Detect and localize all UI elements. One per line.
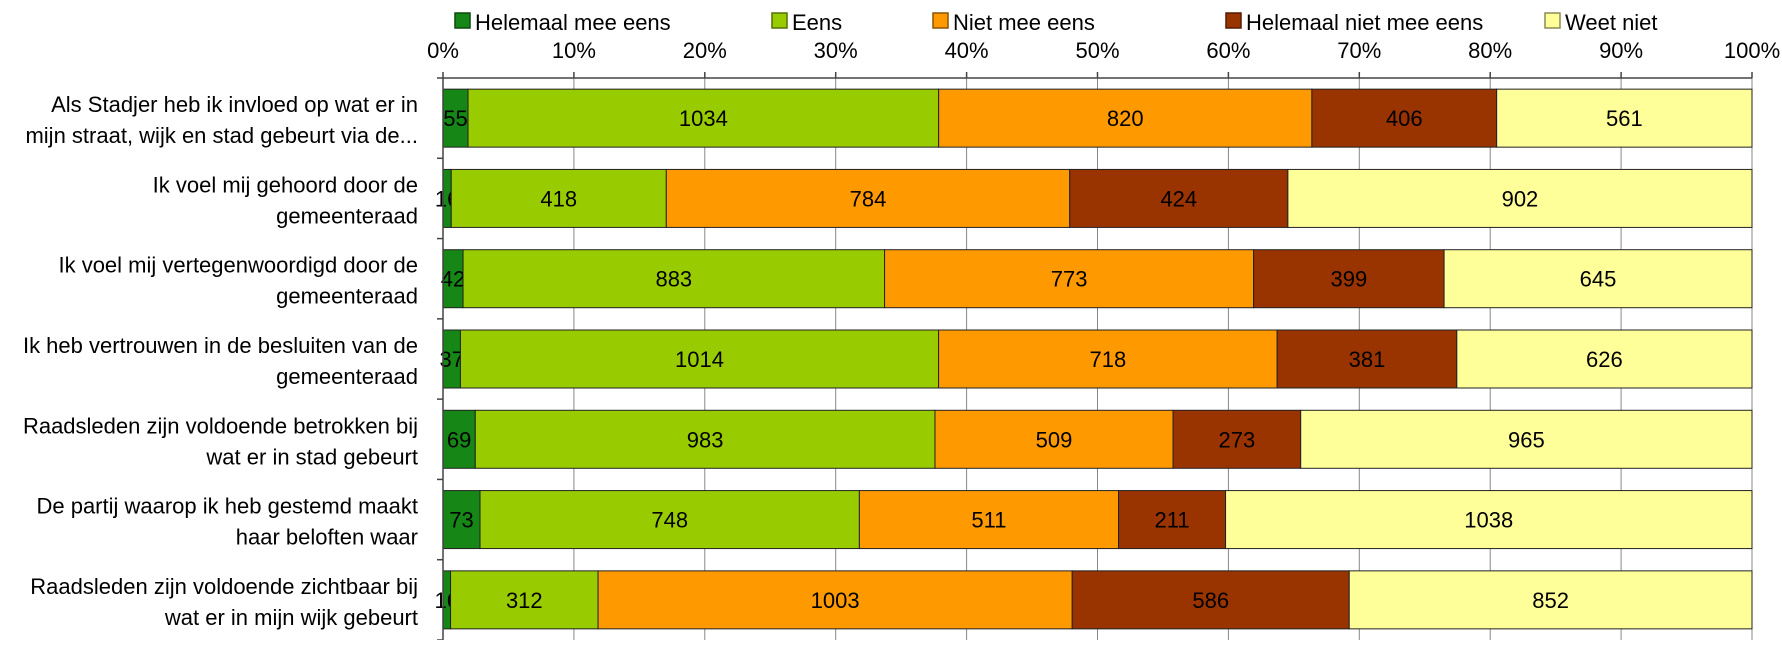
data-label: 902 xyxy=(1502,186,1539,211)
data-label: 69 xyxy=(447,427,471,452)
category-label: Ik voel mij vertegenwoordigd door de geme… xyxy=(58,253,418,309)
bar-segment xyxy=(1071,570,1350,630)
category-labels: Als Stadjer heb ik invloed op wat er in m… xyxy=(23,92,418,630)
legend-swatch xyxy=(771,12,788,29)
data-label: 586 xyxy=(1192,588,1229,613)
bar-segment xyxy=(479,490,860,550)
data-label: 626 xyxy=(1586,347,1623,372)
bar-segment xyxy=(467,88,940,148)
data-label: 511 xyxy=(971,508,1006,533)
legend-swatch xyxy=(1544,12,1561,29)
x-tick-label: 90% xyxy=(1599,38,1643,63)
data-label: 418 xyxy=(540,186,577,211)
x-tick-label: 40% xyxy=(945,38,989,63)
x-tick-label: 20% xyxy=(683,38,727,63)
category-label: Ik voel mij gehoord door de gemeenteraad xyxy=(153,172,418,228)
data-label: 73 xyxy=(449,508,473,533)
x-tick-label: 50% xyxy=(1075,38,1119,63)
category-label: Raadsleden zijn voldoende zichtbaar bij w… xyxy=(30,574,418,630)
x-tick-label: 80% xyxy=(1468,38,1512,63)
legend: Helemaal mee eens Eens Niet mee eens Helema… xyxy=(454,10,1658,35)
bar-segment xyxy=(1348,570,1753,630)
data-label: 399 xyxy=(1330,267,1367,292)
bar-segment xyxy=(1287,168,1753,228)
data-label: 509 xyxy=(1036,427,1073,452)
legend-swatch xyxy=(454,12,471,29)
data-label: 852 xyxy=(1532,588,1569,613)
bar-segment xyxy=(1069,168,1289,228)
x-tick-label: 60% xyxy=(1206,38,1250,63)
bar-segment xyxy=(474,409,936,469)
bar-segment xyxy=(1496,88,1753,148)
data-label: 55 xyxy=(443,106,467,131)
data-label: 983 xyxy=(687,427,724,452)
legend-label: Helemaal niet mee eens xyxy=(1246,10,1483,35)
legend-label: Helemaal mee eens xyxy=(475,10,671,35)
category-label: Ik heb vertrouwen in de besluiten van de… xyxy=(23,333,418,389)
data-label: 381 xyxy=(1349,347,1386,372)
data-label: 1014 xyxy=(675,347,724,372)
legend-swatch xyxy=(1225,12,1242,29)
bar-segment xyxy=(665,168,1071,228)
bar-segment xyxy=(938,88,1313,148)
data-label: 211 xyxy=(1155,508,1190,533)
data-label: 561 xyxy=(1606,106,1643,131)
bar-segment xyxy=(450,570,599,630)
data-label: 273 xyxy=(1219,427,1256,452)
data-label: 718 xyxy=(1090,347,1127,372)
x-tick-label: 30% xyxy=(814,38,858,63)
data-label: 773 xyxy=(1051,267,1088,292)
bar-segment xyxy=(1300,409,1753,469)
bar-segment xyxy=(938,329,1278,389)
bar-segment xyxy=(450,168,667,228)
bar-segment xyxy=(858,490,1120,550)
bar-segment xyxy=(1172,409,1302,469)
data-label: 406 xyxy=(1386,106,1423,131)
legend-label: Eens xyxy=(792,10,842,35)
bar-segment xyxy=(1443,249,1753,309)
x-tick-label: 70% xyxy=(1337,38,1381,63)
data-label: 42 xyxy=(441,267,465,292)
bar-segment xyxy=(884,249,1255,309)
data-label: 645 xyxy=(1580,267,1617,292)
legend-swatch xyxy=(932,12,949,29)
x-tick-label: 100% xyxy=(1724,38,1780,63)
legend-label: Niet mee eens xyxy=(953,10,1095,35)
data-label: 820 xyxy=(1107,106,1144,131)
data-label: 424 xyxy=(1160,186,1197,211)
data-label: 1003 xyxy=(811,588,860,613)
x-tick-label: 10% xyxy=(552,38,596,63)
axes xyxy=(437,72,1753,641)
data-label: 965 xyxy=(1508,427,1545,452)
data-label: 784 xyxy=(850,186,887,211)
bar-segment xyxy=(1118,490,1227,550)
legend-label: Weet niet xyxy=(1565,10,1658,35)
bar-segment xyxy=(1276,329,1458,389)
bar-segment xyxy=(1456,329,1753,389)
category-label: De partij waarop ik heb gestemd maakt haa… xyxy=(36,494,418,550)
bar-segment xyxy=(1253,249,1445,309)
data-label: 312 xyxy=(506,588,543,613)
x-tick-labels: 0% 10% 20% 30% 40% 50% 60% 70% 80% 90% 100% xyxy=(427,38,1780,63)
data-label: 1034 xyxy=(679,106,728,131)
category-label: Als Stadjer heb ik invloed op wat er in m… xyxy=(25,92,418,148)
bar-segment xyxy=(1311,88,1498,148)
bar-segment xyxy=(1225,490,1753,550)
data-label: 883 xyxy=(655,267,692,292)
category-label: Raadsleden zijn voldoende betrokken bij w… xyxy=(23,413,418,469)
data-label: 748 xyxy=(651,508,688,533)
bar-segment xyxy=(597,570,1073,630)
x-tick-label: 0% xyxy=(427,38,459,63)
data-label: 1038 xyxy=(1464,508,1513,533)
